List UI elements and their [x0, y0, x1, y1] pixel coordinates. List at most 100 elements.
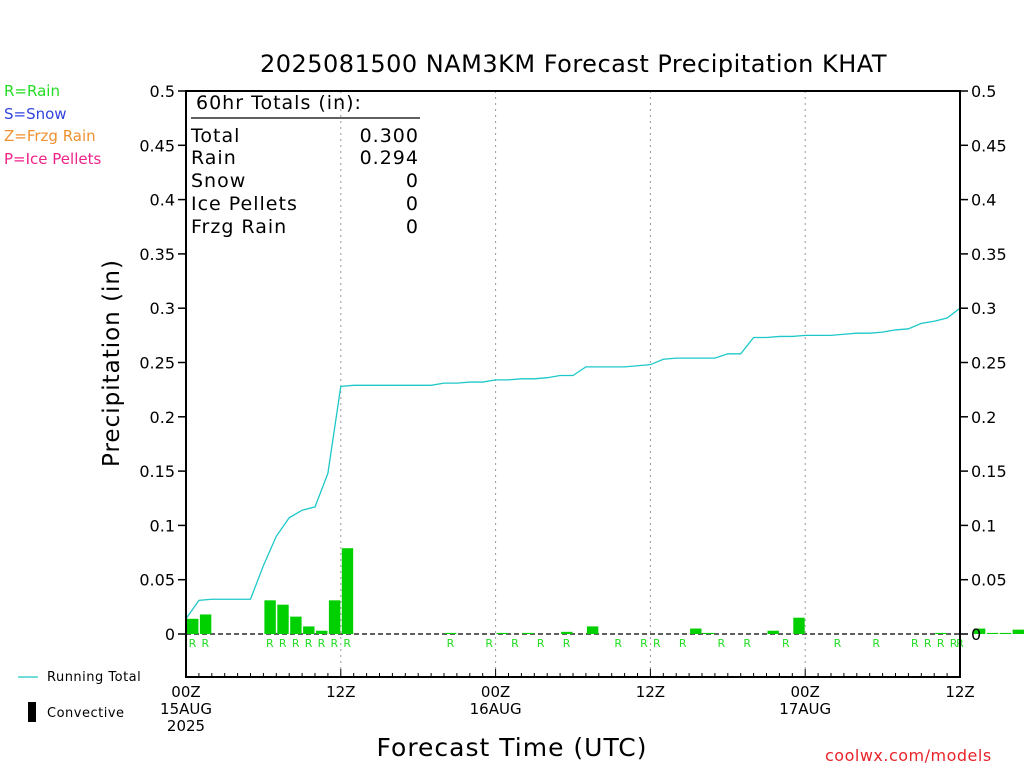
x-tick-label: 00Z 16AUG [469, 683, 522, 718]
legend-frzg-rain: Z=Frzg Rain [4, 127, 96, 145]
x-tick-label: 12Z [635, 683, 666, 701]
y-tick-label: 0.5 [971, 82, 996, 101]
precip-bar [496, 632, 508, 634]
totals-label-rain: Rain [191, 147, 237, 169]
y-tick-label: 0.2 [971, 408, 996, 427]
precip-bar [341, 548, 354, 634]
precip-bar [703, 632, 715, 634]
ptype-marker: R [872, 637, 880, 650]
totals-label-frzg-rain: Frzg Rain [191, 216, 288, 238]
vertical-gridlines [340, 91, 806, 677]
x-tick-label: 12Z [326, 683, 356, 701]
ptype-marker: R [640, 637, 648, 650]
ptype-marker: R [937, 637, 945, 650]
y-tick-label: 0.35 [139, 245, 175, 264]
precip-bar [303, 626, 315, 634]
precip-bar [316, 630, 328, 634]
legend-ice-pellets: P=Ice Pellets [4, 150, 102, 168]
ptype-marker: R [318, 637, 326, 650]
y-tick-label: 0.1 [150, 516, 175, 535]
ptype-marker: R [189, 637, 197, 650]
ptype-marker: R [202, 637, 210, 650]
precip-bar [277, 604, 289, 634]
totals-value-rain: 0.294 [359, 147, 419, 169]
y-tick-label: 0 [971, 625, 981, 644]
totals-value-frzg-rain: 0 [405, 216, 419, 238]
x-axis-ticks [185, 669, 961, 677]
ptype-marker: R [447, 637, 455, 650]
precip-bar [767, 630, 779, 634]
ptype-marker: R [743, 637, 751, 650]
precip-bar [793, 617, 805, 634]
ptype-marker: R [563, 637, 571, 650]
y-tick-label: 0.2 [150, 408, 175, 427]
ptype-marker: R [924, 637, 932, 650]
ptype-marker: R [911, 637, 919, 650]
convective-legend-swatch [28, 702, 36, 722]
precip-bar [586, 626, 599, 634]
y-tick-label: 0.5 [150, 82, 175, 101]
totals-label-ice-pellets: Ice Pellets [191, 193, 298, 215]
precip-bar [522, 632, 534, 634]
x-tick-label: 00Z 17AUG [779, 683, 832, 718]
legend-rain: R=Rain [4, 82, 60, 100]
precip-bar [264, 600, 276, 634]
running-total-line [185, 307, 961, 620]
y-axis-right: 0 0.05 0.1 0.15 0.2 0.25 0.3 0.35 0.4 0.45 0.5 [960, 82, 1007, 644]
precip-bar [328, 600, 341, 634]
precip-bar [199, 614, 212, 634]
precip-bar [986, 632, 999, 634]
y-tick-label: 0.1 [971, 516, 996, 535]
y-tick-label: 0 [165, 625, 175, 644]
y-tick-label: 0.3 [971, 299, 996, 318]
precip-bars [187, 548, 1024, 634]
y-tick-label: 0.15 [139, 462, 175, 481]
ptype-marker: R [305, 637, 313, 650]
ptype-marker: R [292, 637, 300, 650]
ptype-marker: R [718, 637, 726, 650]
precip-bar [973, 628, 986, 634]
x-tick-label: 12Z [945, 683, 975, 701]
plot-frame [185, 90, 961, 678]
precip-bar [561, 631, 573, 634]
precip-bar [690, 628, 702, 634]
precip-bar [187, 618, 199, 634]
ptype-marker: R [343, 637, 351, 650]
y-axis-label: Precipitation (in) [99, 259, 125, 467]
precip-bar [935, 632, 947, 634]
y-tick-label: 0.15 [971, 462, 1007, 481]
y-tick-label: 0.25 [971, 354, 1007, 373]
legend-snow: S=Snow [4, 105, 67, 123]
totals-header: 60hr Totals (in): [196, 92, 362, 114]
ptype-marker: R [653, 637, 661, 650]
x-axis-label: Forecast Time (UTC) [376, 733, 648, 762]
ptype-marker: R [679, 637, 687, 650]
y-tick-label: 0.45 [139, 136, 175, 155]
totals-value-ice-pellets: 0 [405, 193, 419, 215]
totals-label-total: Total [191, 125, 241, 147]
ptype-marker: R [834, 637, 842, 650]
y-tick-label: 0.4 [150, 191, 175, 210]
y-tick-label: 0.35 [971, 245, 1007, 264]
precip-bar [1012, 629, 1024, 634]
ptype-marker: R [614, 637, 622, 650]
credit-link[interactable]: coolwx.com/models [825, 746, 992, 765]
ptype-marker: R [511, 637, 519, 650]
y-tick-label: 0.3 [150, 299, 175, 318]
chart-title: 2025081500 NAM3KM Forecast Precipitation… [259, 50, 888, 78]
ptype-marker: R [950, 637, 958, 650]
ptype-marker: R [331, 637, 339, 650]
totals-value-total: 0.300 [359, 125, 419, 147]
y-tick-label: 0.05 [139, 571, 175, 590]
ptype-marker: R [485, 637, 493, 650]
y-tick-label: 0.4 [971, 191, 996, 210]
precip-bar [999, 632, 1012, 634]
x-tick-label: 00Z 15AUG 2025 [160, 683, 212, 735]
ptype-marker: R [782, 637, 790, 650]
totals-label-snow: Snow [191, 170, 247, 192]
ptype-markers: R R R R R R R R R R R R R R R R R R R R R R R R R R RR [189, 637, 965, 650]
ptype-marker: R [266, 637, 274, 650]
running-total-legend-label: Running Total [47, 670, 142, 685]
y-tick-label: 0.45 [971, 136, 1007, 155]
